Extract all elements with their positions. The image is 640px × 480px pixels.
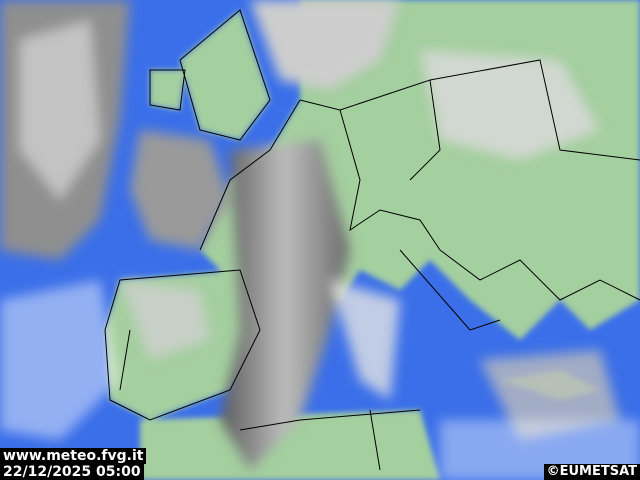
country-borders [104,9,640,471]
timestamp-label: 22/12/2025 05:00 [0,464,144,480]
credit-label: ©EUMETSAT [543,464,640,480]
site-url-label: www.meteo.fvg.it [0,448,147,464]
